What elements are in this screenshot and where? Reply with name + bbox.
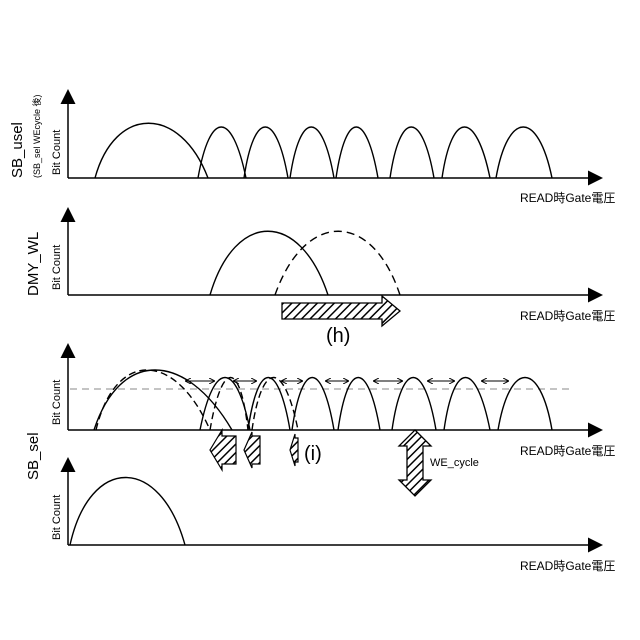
left-shift-arrow-2 <box>244 432 260 468</box>
panel-side-title: DMY_WL <box>25 232 42 296</box>
curve-level-3 <box>290 127 334 178</box>
curve-solid-7 <box>498 378 552 431</box>
panel-side-subtitle: (SB_sel WEcycle 後) <box>31 94 42 178</box>
solid-distribution-curves <box>94 370 552 430</box>
curve-level-2 <box>244 127 288 178</box>
panel-third: (i) WE_cycle Bit Count READ時Gate電圧 <box>51 346 615 496</box>
panel-second: (h) Bit Count DMY_WL READ時Gate電圧 <box>25 210 615 347</box>
distribution-curves <box>95 123 552 178</box>
curve-level-6 <box>442 127 490 178</box>
y-axis-label: Bit Count <box>51 130 63 175</box>
curve-solid-erase <box>94 370 232 430</box>
left-shift-arrow-3 <box>290 434 298 466</box>
curve-level-7 <box>496 127 552 178</box>
we-cycle-label: WE_cycle <box>430 457 479 469</box>
y-axis-label: Bit Count <box>51 495 63 540</box>
left-shift-arrows-i <box>210 430 298 470</box>
curve-level-5 <box>390 127 434 178</box>
we-cycle-arrow <box>399 430 431 496</box>
curve-solid-6 <box>444 378 490 431</box>
curve-level-4 <box>336 127 378 178</box>
panel-top: Bit Count SB_usel (SB_sel WEcycle 後) REA… <box>9 92 615 205</box>
shift-marker-label: (h) <box>326 325 350 347</box>
shift-arrow-h <box>282 296 400 326</box>
panel-bottom: Bit Count READ時Gate電圧 <box>51 460 615 573</box>
x-axis-label: READ時Gate電圧 <box>520 191 615 205</box>
curve-solid-4 <box>338 378 380 431</box>
curve-solid-3 <box>292 378 334 431</box>
curve-dashed-1 <box>210 378 248 431</box>
y-axis-label: Bit Count <box>51 245 63 290</box>
x-axis-label: READ時Gate電圧 <box>520 309 615 323</box>
shared-side-title: SB_sel <box>25 432 42 480</box>
curve-erase <box>95 123 208 178</box>
shift-marker-label: (i) <box>304 443 322 465</box>
curve-solid-1 <box>200 378 250 431</box>
curve-erase <box>70 478 185 546</box>
x-axis-label: READ時Gate電圧 <box>520 559 615 573</box>
x-axis-label: READ時Gate電圧 <box>520 444 615 458</box>
curve-solid-5 <box>392 378 436 431</box>
curve-dashed-erase <box>96 370 210 430</box>
y-axis-label: Bit Count <box>51 380 63 425</box>
left-shift-arrow-1 <box>210 430 236 470</box>
panel-side-title: SB_usel <box>9 122 26 178</box>
